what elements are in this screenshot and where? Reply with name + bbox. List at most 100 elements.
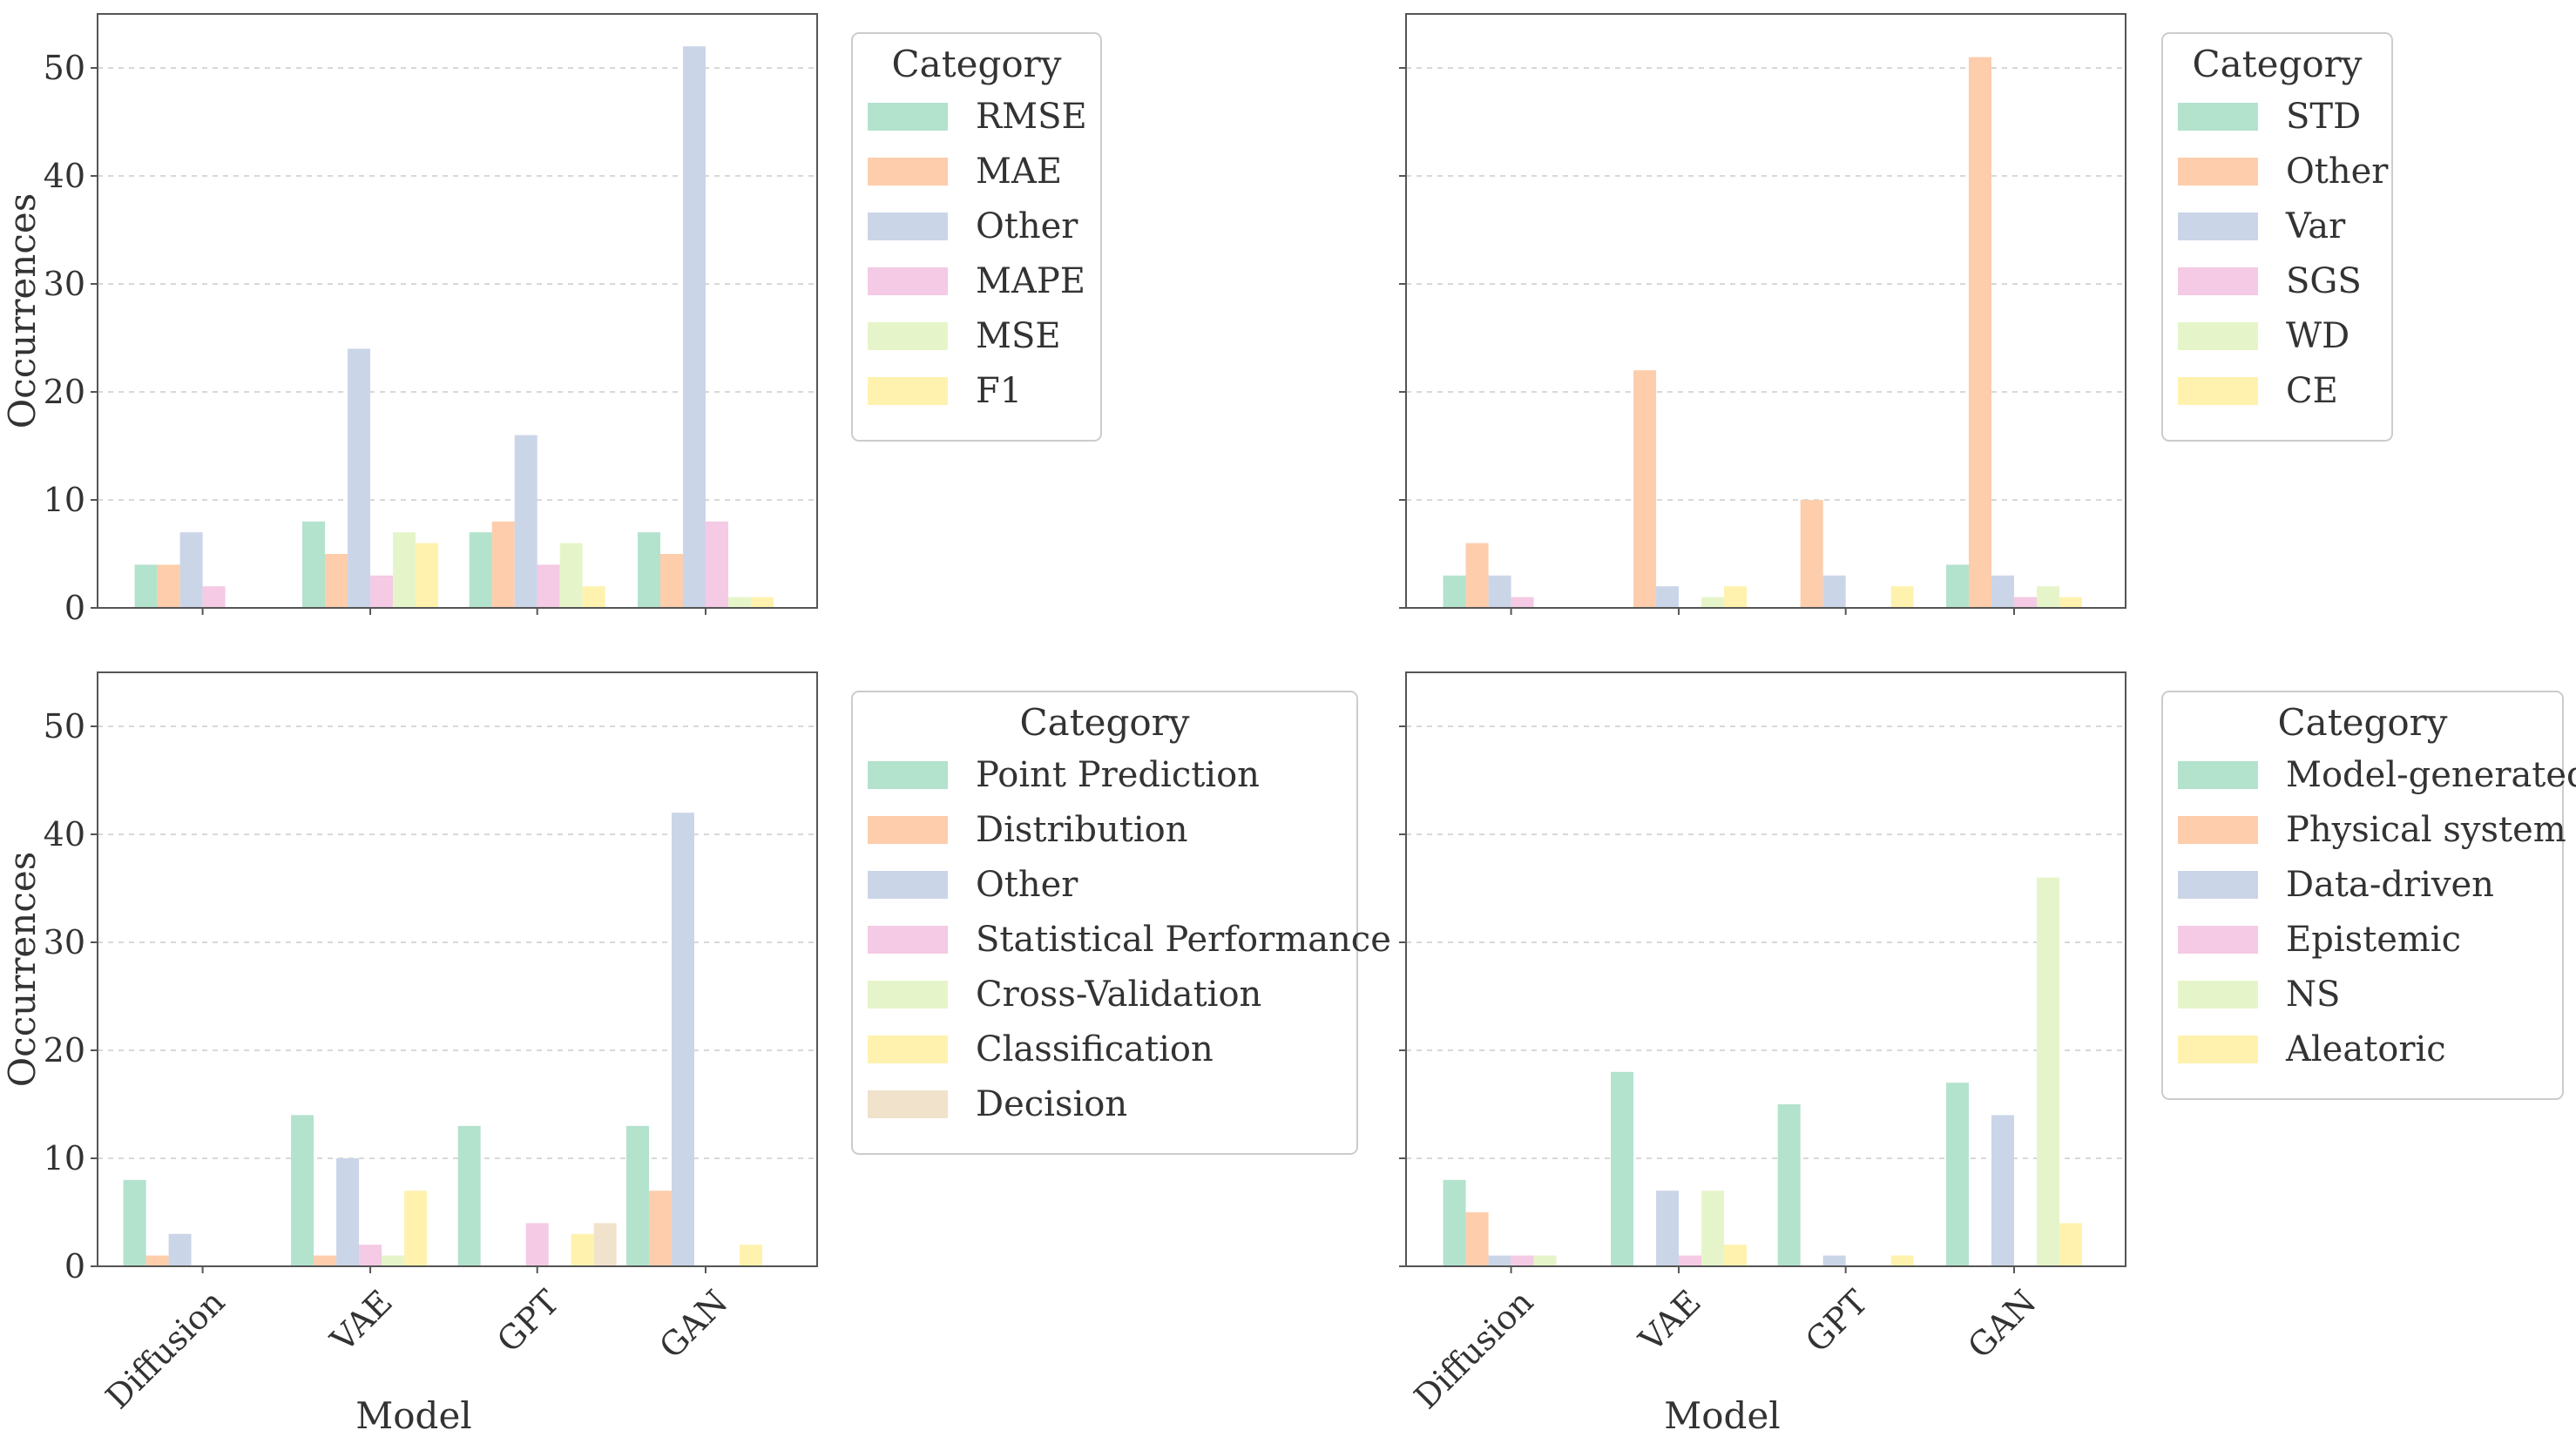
legend-swatch [2178,1036,2258,1063]
bar-vae-distribution [314,1255,337,1266]
bar-gpt-data-driven [1822,1255,1846,1266]
plot-frame [97,13,818,609]
legend-label: Classification [976,1029,1214,1069]
x-tick-label: GAN [652,1283,735,1366]
bar-gan-ns [2036,877,2059,1266]
bar-gpt-f1 [582,586,605,608]
legend-swatch [2178,871,2258,899]
bar-vae-classification [404,1191,428,1266]
legend-title: Category [892,43,1062,85]
bar-gan-rmse [637,532,660,608]
bar-gan-classification [739,1245,762,1266]
bar-vae-mae [325,554,348,608]
y-tick-label: 50 [44,707,85,745]
plot-frame [1405,671,2126,1267]
legend-label: WD [2286,316,2350,356]
legend-swatch [2178,981,2258,1009]
bar-gpt-mae [491,521,515,608]
bar-diffusion-epistemic [1511,1255,1534,1266]
legend: Category RMSE MAE Other MAPE MSE F1 [851,32,1102,442]
legend-swatch [2178,816,2258,844]
bar-gpt-ce [1890,586,1914,608]
y-tick-label: 0 [64,1247,85,1285]
bar-gan-ce [2059,597,2082,608]
legend-label: Point Prediction [976,755,1260,795]
bar-gpt-var [1822,575,1846,608]
legend-label: MAPE [976,261,1085,301]
x-axis-label: Model [355,1394,471,1437]
bar-vae-aleatoric [1724,1245,1748,1266]
bar-diffusion-point-prediction [123,1179,146,1266]
legend-label: Aleatoric [2285,1029,2446,1069]
bar-gan-var [1991,575,2014,608]
legend-swatch [868,761,948,789]
legend-label: STD [2286,97,2361,137]
bar-gan-data-driven [1991,1115,2014,1266]
bar-gpt-statistical-performance [525,1223,549,1266]
y-tick-label: 10 [44,1139,85,1177]
y-tick-label: 30 [44,923,85,961]
bar-diffusion-var [1488,575,1511,608]
y-tick-label: 20 [44,1031,85,1069]
legend-label: Distribution [976,810,1187,850]
plot-frame [97,671,818,1267]
legend-swatch [868,871,948,899]
legend-swatch [2178,267,2258,295]
bar-gpt-decision [593,1223,617,1266]
legend-label: Other [2286,152,2389,192]
legend-box [851,691,1358,1155]
bar-vae-wd [1701,597,1725,608]
bar-diffusion-mape [202,586,226,608]
y-tick-label: 40 [44,157,85,195]
bar-gan-model-generated [1945,1083,1969,1266]
bar-gan-wd [2036,586,2059,608]
bar-vae-data-driven [1656,1191,1680,1266]
legend-swatch [868,377,948,405]
legend-swatch [868,1090,948,1118]
legend-label: NS [2286,975,2340,1015]
bar-vae-other [336,1158,360,1266]
bar-diffusion-sgs [1511,597,1534,608]
bar-diffusion-other [168,1233,192,1266]
legend-swatch [2178,158,2258,186]
y-axis-label: Occurrences [1,193,44,429]
bar-gan-other [1968,57,1991,609]
legend-label: Other [976,206,1078,246]
legend-label: Physical system [2286,810,2566,850]
bar-diffusion-data-driven [1488,1255,1511,1266]
bar-vae-epistemic [1679,1255,1702,1266]
bar-vae-other [1633,370,1657,608]
bar-gan-mae [659,554,683,608]
plot-frame [1405,13,2126,609]
bar-diffusion-rmse [134,564,158,608]
x-tick-label: VAE [322,1283,399,1359]
chart-panel-4: Diffusion VAE GPT GAN Model Category Model-gen… [1399,671,2576,1437]
x-tick-label: GPT [1798,1283,1876,1360]
legend-label: SGS [2286,261,2362,301]
bar-vae-var [1656,586,1680,608]
x-tick-label: VAE [1631,1283,1707,1359]
legend-swatch [2178,761,2258,789]
bar-vae-ns [1701,1191,1725,1266]
bar-gpt-model-generated [1777,1104,1801,1266]
bar-diffusion-distribution [145,1255,169,1266]
bar-gpt-other [1800,500,1823,608]
bar-vae-rmse [302,521,326,608]
legend-label: RMSE [976,97,1087,137]
bar-vae-f1 [416,543,439,608]
chart-panel-2: Category STD Other Var SGS WD CE [1399,13,2393,615]
legend-label: Cross-Validation [976,975,1261,1015]
legend-label: Decision [976,1084,1127,1124]
bar-gpt-other [514,435,538,608]
x-axis-label: Model [1664,1394,1780,1437]
bar-diffusion-physical-system [1465,1212,1489,1266]
legend-swatch [868,926,948,954]
legend-swatch [868,322,948,350]
legend-label: MAE [976,152,1062,192]
y-tick-label: 50 [44,49,85,87]
legend-label: Model-generated [2286,755,2576,795]
x-tick-label: Diffusion [1407,1283,1541,1417]
bar-gpt-mse [559,543,583,608]
bar-gan-point-prediction [625,1125,649,1266]
legend-title: Category [2193,43,2363,85]
